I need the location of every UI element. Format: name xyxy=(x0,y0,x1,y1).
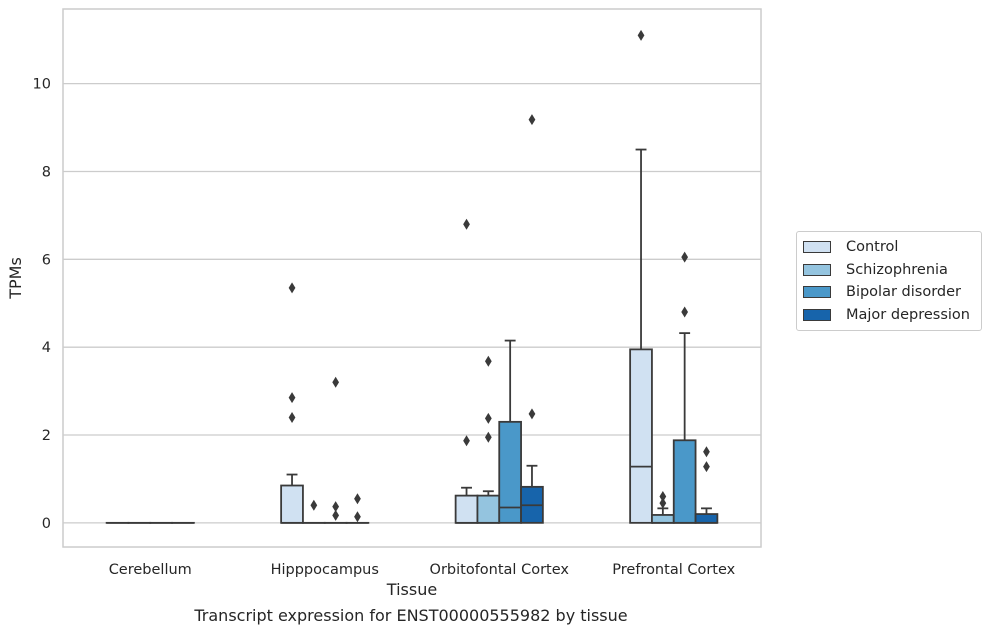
y-tick-label: 8 xyxy=(42,164,51,180)
legend-item: Bipolar disorder xyxy=(797,281,981,304)
box-bipolar-disorder xyxy=(672,251,697,524)
outlier-point xyxy=(703,446,710,458)
y-tick-label: 10 xyxy=(33,77,51,93)
legend-swatch xyxy=(803,286,831,299)
y-tick-label: 6 xyxy=(42,252,51,268)
legend-item: Schizophrenia xyxy=(797,259,981,282)
box-bipolar-disorder xyxy=(498,339,522,524)
x-axis-title: Tissue xyxy=(386,580,437,599)
box-iqr xyxy=(651,514,675,524)
grid-layer xyxy=(63,83,761,524)
legend-swatch xyxy=(803,241,831,254)
box-major-depression xyxy=(345,493,370,524)
outlier-point xyxy=(332,376,340,388)
box-control xyxy=(454,218,479,524)
outlier-point xyxy=(703,461,710,473)
box-iqr xyxy=(672,439,697,524)
outlier-point xyxy=(310,499,318,511)
figure-caption: Transcript expression for ENST0000055598… xyxy=(194,606,628,625)
outlier-point xyxy=(681,306,689,318)
plot-frame xyxy=(62,8,762,548)
box-bipolar-disorder xyxy=(323,376,348,524)
legend-swatch xyxy=(803,308,831,321)
x-tick-label: Hipppocampus xyxy=(271,562,379,578)
outlier-point xyxy=(463,218,470,230)
box-iqr xyxy=(280,484,304,524)
outlier-point xyxy=(288,282,296,294)
box-control xyxy=(280,282,304,524)
box-layer xyxy=(105,29,719,524)
box-iqr xyxy=(629,348,653,524)
outlier-point xyxy=(332,501,340,513)
box-schizophrenia xyxy=(302,499,326,524)
legend-item: Control xyxy=(797,236,981,259)
outlier-point xyxy=(528,114,536,126)
outlier-point xyxy=(637,29,645,41)
box-major-depression xyxy=(520,114,544,524)
box-major-depression xyxy=(694,446,719,524)
outlier-point xyxy=(484,412,492,424)
legend-swatch xyxy=(803,263,831,276)
y-axis-title: TPMs xyxy=(6,257,25,300)
legend-label: Control xyxy=(846,239,899,256)
legend: Control Schizophrenia Bipolar disorder Majo… xyxy=(796,231,982,331)
legend-item: Major depression xyxy=(797,304,981,327)
label-layer: 0 2 4 6 8 10 Cerebellum Hipppocampus Orbitofonta… xyxy=(33,77,736,578)
outlier-point xyxy=(484,355,492,367)
y-tick-label: 0 xyxy=(42,516,51,532)
outlier-point xyxy=(681,251,689,263)
outlier-point xyxy=(354,511,361,523)
outlier-point xyxy=(332,509,340,521)
box-schizophrenia xyxy=(476,355,501,524)
box-schizophrenia xyxy=(651,490,675,524)
outlier-point xyxy=(659,497,667,509)
box-control xyxy=(629,29,653,524)
box-iqr xyxy=(454,494,479,524)
legend-label: Schizophrenia xyxy=(846,261,948,278)
box-iqr xyxy=(476,494,501,524)
outlier-point xyxy=(354,493,361,505)
x-tick-label: Prefrontal Cortex xyxy=(612,562,735,578)
outlier-point xyxy=(463,435,470,447)
outlier-point xyxy=(659,490,667,502)
outlier-point xyxy=(528,408,536,420)
outlier-point xyxy=(484,431,492,443)
x-tick-label: Cerebellum xyxy=(109,562,192,578)
outlier-point xyxy=(288,411,296,423)
x-tick-label: Orbitofontal Cortex xyxy=(430,562,570,578)
legend-label: Bipolar disorder xyxy=(846,284,961,301)
box-iqr xyxy=(498,420,522,524)
legend-label: Major depression xyxy=(846,306,970,323)
box-iqr xyxy=(694,513,719,524)
y-tick-label: 4 xyxy=(42,340,51,356)
y-tick-label: 2 xyxy=(42,428,51,444)
outlier-point xyxy=(288,392,296,404)
